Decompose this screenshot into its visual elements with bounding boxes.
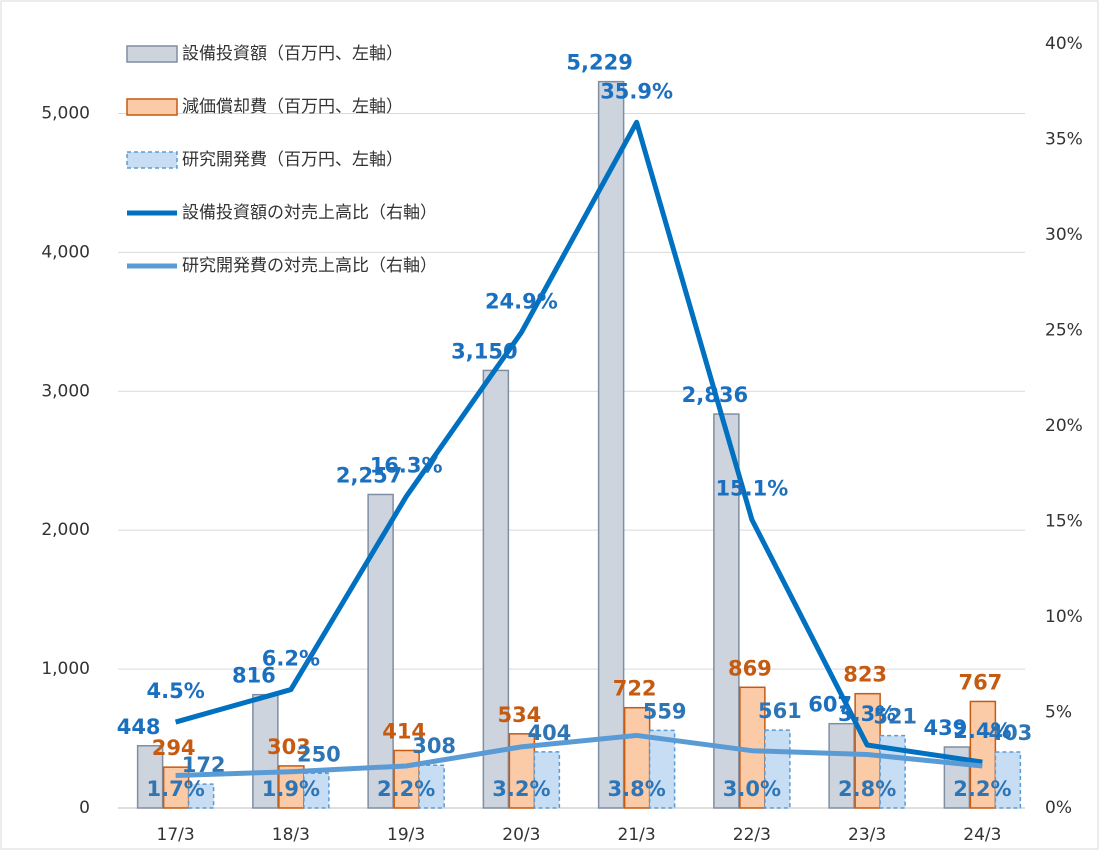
x-tick-label: 17/3 [157,825,195,845]
bar [482,369,510,809]
data-label: 2.2% [953,777,1011,801]
data-label: 448 [117,715,161,739]
x-tick-label: 20/3 [502,825,540,845]
data-label: 308 [412,734,456,758]
data-label: 16.3% [370,454,443,478]
y2-tick-label: 35% [1045,130,1083,150]
data-label: 1.9% [262,777,320,801]
y2-tick-label: 30% [1045,225,1083,245]
bar [136,745,164,809]
data-label: 35.9% [600,79,673,103]
legend-swatch [126,45,178,63]
x-tick-label: 18/3 [272,825,310,845]
bar [187,783,215,809]
data-label: 816 [232,664,276,688]
x-tick-label: 21/3 [618,825,656,845]
data-label: 3.8% [608,777,666,801]
bar [418,764,445,809]
data-label: 403 [988,721,1032,745]
legend-label: 研究開発費（百万円、左軸） [182,150,403,170]
y2-tick-label: 25% [1045,321,1083,341]
data-label: 534 [497,703,541,727]
data-label: 2.8% [838,777,896,801]
bar [739,686,766,809]
legend-swatch [126,151,178,169]
y-tick-label: 3,000 [41,381,90,401]
data-label: 6.2% [262,647,320,671]
y-tick-label: 2,000 [41,520,90,540]
y2-tick-label: 20% [1045,416,1083,436]
y2-tick-label: 40% [1045,34,1083,54]
bar [828,722,855,809]
legend-label: 設備投資額の対売上高比（右軸） [182,203,437,223]
legend-swatch [126,98,178,116]
data-label: 4.5% [147,679,205,703]
x-tick-label: 23/3 [848,825,886,845]
legend-label: 研究開発費の対売上高比（右軸） [182,256,437,276]
data-label: 823 [843,663,887,687]
line [174,119,983,765]
data-label: 439 [923,716,967,740]
y-tick-label: 0 [79,798,90,818]
data-label: 2.4% [953,719,1011,743]
y-tick-label: 1,000 [41,659,90,679]
bar [764,729,791,809]
line [175,732,983,779]
y-tick-label: 4,000 [41,242,90,262]
y2-tick-label: 10% [1045,607,1083,627]
bar [994,751,1022,809]
bar [713,413,740,809]
bar [597,80,625,809]
x-tick-label: 24/3 [963,825,1001,845]
data-label: 294 [152,736,196,760]
data-label: 5,229 [566,51,632,75]
data-label: 1.7% [147,777,205,801]
data-label: 15.1% [715,477,788,501]
data-label: 561 [758,699,802,723]
data-label: 767 [958,670,1002,694]
data-label: 521 [873,705,917,729]
x-tick-label: 22/3 [733,825,771,845]
legend-label: 減価償却費（百万円、左軸） [182,97,403,117]
legend-label: 設備投資額（百万円、左軸） [182,44,403,64]
y2-tick-label: 15% [1045,512,1083,532]
data-label: 303 [267,735,311,759]
data-label: 722 [613,677,657,701]
y2-tick-label: 0% [1045,798,1072,818]
bar [648,729,676,809]
data-label: 250 [297,742,341,766]
bar [252,693,279,809]
bar [854,692,881,809]
data-label: 559 [643,699,687,723]
data-label: 3.0% [723,777,781,801]
bar [367,493,394,809]
bar [623,706,651,809]
x-tick-label: 19/3 [387,825,425,845]
y2-tick-label: 5% [1045,703,1072,723]
data-label: 414 [382,719,426,743]
data-label: 24.9% [485,289,558,313]
data-label: 3.3% [838,702,896,726]
y-tick-label: 5,000 [41,103,90,123]
data-label: 3.2% [492,777,550,801]
data-label: 2.2% [377,777,435,801]
bar [303,772,330,809]
data-label: 2,257 [336,463,402,487]
bar [969,700,997,809]
data-label: 869 [728,656,772,680]
bar [533,751,561,809]
